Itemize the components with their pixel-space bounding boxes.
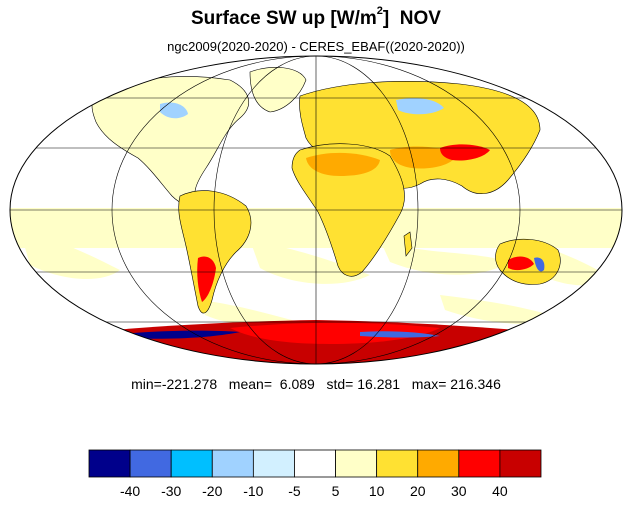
madagascar: [403, 231, 413, 257]
colorbar-swatch: [211, 449, 254, 478]
colorbar-swatch: [252, 449, 295, 478]
mean-label: mean=: [228, 376, 272, 392]
colorbar-swatch: [170, 449, 213, 478]
map-outline: [9, 55, 623, 365]
min-value: -221.278: [161, 376, 218, 392]
meridian: [111, 56, 521, 364]
colorbar-swatch: [129, 449, 172, 478]
colorbar-tick-label: 5: [332, 483, 340, 499]
title-prefix: Surface SW up [W/m: [191, 8, 377, 29]
colorbar-swatch: [417, 449, 460, 478]
patagonia-red: [197, 256, 216, 302]
colorbar-swatch: [335, 449, 378, 478]
colorbar-tick-label: -5: [288, 483, 301, 499]
colorbar-tick-label: -20: [202, 483, 222, 499]
max-value: 216.346: [450, 376, 501, 392]
std-label: std=: [326, 376, 354, 392]
map-statistics: min=-221.278 mean= 6.089 std= 16.281 max…: [0, 376, 632, 392]
antarctic-red-band: [230, 322, 440, 344]
australia-red: [508, 256, 534, 271]
colorbar-tick-label: 20: [410, 483, 426, 499]
colorbar-swatch: [376, 449, 419, 478]
sahara-orange: [306, 152, 380, 176]
map-title: Surface SW up [W/m2] NOV: [0, 5, 632, 30]
title-suffix: ] NOV: [382, 8, 441, 29]
canada-blue: [160, 102, 188, 119]
title-superscript: 2: [376, 5, 383, 17]
colorbar-swatch: [88, 449, 131, 478]
colorbar-swatch: [499, 449, 542, 478]
antarctic-navy-band: [120, 330, 240, 339]
map-subtitle: ngc2009(2020-2020) - CERES_EBAF((2020-20…: [167, 39, 465, 54]
colorbar-swatch: [294, 449, 336, 478]
greenland: [249, 67, 307, 113]
meridian: [213, 56, 419, 364]
max-label: max=: [411, 376, 447, 392]
south-america: [178, 190, 252, 314]
colorbar-swatch: [458, 449, 501, 478]
std-value: 16.281: [357, 376, 401, 392]
colorbar-tick-label: -30: [161, 483, 181, 499]
australia-blue: [534, 257, 545, 272]
colorbar-tick-label: 40: [492, 483, 508, 499]
antarctic-blue-band: [360, 331, 440, 338]
colorbar-tick-label: 30: [451, 483, 467, 499]
colorbar-tick-label: -10: [243, 483, 263, 499]
colorbar-tick-label: 10: [369, 483, 385, 499]
min-label: min=: [131, 376, 162, 392]
siberia-blue: [396, 98, 444, 115]
tibet-red: [440, 144, 490, 161]
colorbar-tick-label: -40: [120, 483, 140, 499]
mean-value: 6.089: [279, 376, 315, 392]
map-fill: [10, 56, 622, 364]
